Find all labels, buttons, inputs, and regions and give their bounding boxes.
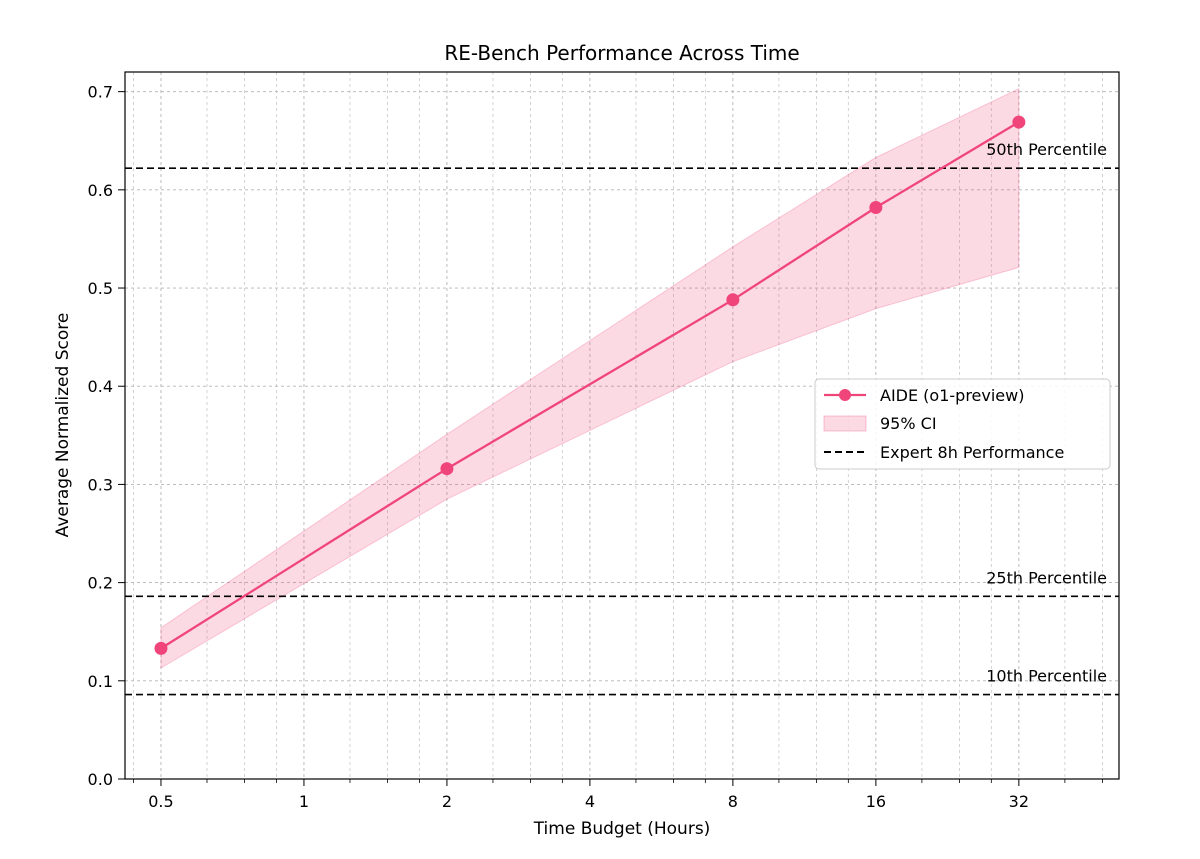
chart-title: RE-Bench Performance Across Time <box>444 41 799 65</box>
y-tick-label: 0.2 <box>88 574 113 593</box>
legend-ci-label: 95% CI <box>880 414 937 433</box>
legend-series-label: AIDE (o1-preview) <box>880 386 1024 405</box>
data-point <box>154 641 168 655</box>
x-tick-label: 16 <box>866 792 886 811</box>
series-layer <box>154 115 1026 655</box>
legend-reference-label: Expert 8h Performance <box>880 443 1064 462</box>
x-tick-label: 8 <box>728 792 738 811</box>
y-tick-label: 0.7 <box>88 83 113 102</box>
x-tick-label: 2 <box>442 792 452 811</box>
legend-ci-swatch <box>823 415 867 432</box>
y-tick-label: 0.3 <box>88 475 113 494</box>
y-tick-label: 0.0 <box>88 770 113 789</box>
data-point <box>1012 115 1026 129</box>
x-tick-label: 1 <box>299 792 309 811</box>
x-tick-label: 4 <box>585 792 595 811</box>
legend-box <box>814 378 1111 470</box>
data-point <box>440 462 454 476</box>
y-tick-label: 0.4 <box>88 377 113 396</box>
x-tick-label: 32 <box>1009 792 1029 811</box>
x-axis-label: Time Budget (Hours) <box>533 819 711 839</box>
legend: AIDE (o1-preview) 95% CI Expert 8h Perfo… <box>814 378 1111 470</box>
reference-line-label: 10th Percentile <box>986 667 1107 686</box>
y-tick-label: 0.1 <box>88 672 113 691</box>
x-tick-label: 0.5 <box>148 792 173 811</box>
data-point <box>726 293 740 307</box>
axes-layer: 0.5 1 2 4 8 16 32 0.0 0.1 0.2 0.3 0.4 0.5 0.6 0.7 <box>88 71 1120 811</box>
y-tick-label: 0.5 <box>88 279 113 298</box>
y-tick-label: 0.6 <box>88 181 113 200</box>
reference-line-label: 50th Percentile <box>986 140 1107 159</box>
y-axis-label: Average Normalized Score <box>53 313 73 538</box>
reference-lines-layer: 50th Percentile 25th Percentile 10th Perce… <box>125 140 1119 696</box>
grid-lines <box>125 72 1119 780</box>
data-point <box>869 201 883 215</box>
confidence-band <box>160 87 1020 669</box>
reference-line-label: 25th Percentile <box>986 568 1107 587</box>
legend-series-marker <box>839 389 851 401</box>
plot-frame <box>124 71 1120 780</box>
confidence-band-layer <box>160 87 1020 669</box>
